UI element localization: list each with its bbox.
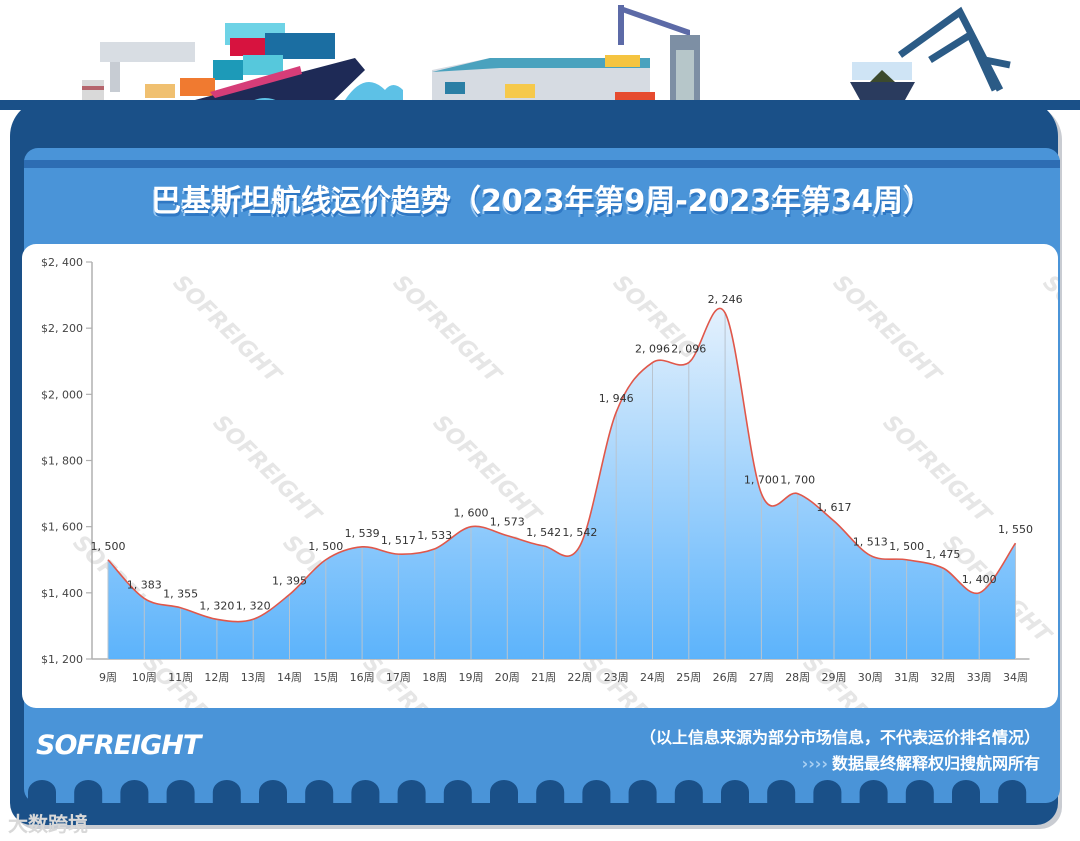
svg-text:1, 573: 1, 573	[490, 516, 525, 529]
svg-text:16周: 16周	[350, 671, 375, 684]
svg-text:20周: 20周	[495, 671, 520, 684]
svg-text:1, 539: 1, 539	[345, 527, 380, 540]
board-rail	[24, 160, 1060, 168]
svg-text:25周: 25周	[676, 671, 701, 684]
svg-text:1, 700: 1, 700	[780, 474, 815, 487]
svg-text:14周: 14周	[277, 671, 302, 684]
disclaimer-text: （以上信息来源为部分市场信息，不代表运价排名情况）	[639, 728, 1040, 747]
svg-text:1, 400: 1, 400	[962, 573, 997, 586]
svg-text:29周: 29周	[822, 671, 847, 684]
chevrons-icon: ››››	[801, 754, 828, 773]
warehouse-icon	[432, 58, 655, 102]
svg-text:$2, 200: $2, 200	[41, 322, 83, 335]
svg-text:SOFREIGHT: SOFREIGHT	[828, 271, 947, 390]
svg-text:18周: 18周	[422, 671, 447, 684]
svg-text:SOFREIGHT: SOFREIGHT	[878, 411, 997, 530]
x-axis-labels: 9周 10周 11周 12周 13周 14周 15周 16周 17周 18周 19周 20周 21周 22…	[99, 671, 1028, 684]
svg-text:$1, 800: $1, 800	[41, 455, 83, 468]
svg-text:15周: 15周	[313, 671, 338, 684]
svg-text:1, 600: 1, 600	[454, 507, 489, 520]
svg-text:27周: 27周	[749, 671, 774, 684]
sofreight-logo: SOFREIGHT	[36, 730, 201, 761]
svg-text:1, 395: 1, 395	[272, 574, 307, 587]
svg-text:1, 355: 1, 355	[163, 588, 198, 601]
svg-text:SOFREIGHT: SOFREIGHT	[1038, 271, 1058, 390]
svg-text:23周: 23周	[604, 671, 629, 684]
svg-text:1, 542: 1, 542	[526, 526, 561, 539]
svg-text:28周: 28周	[785, 671, 810, 684]
svg-text:$2, 400: $2, 400	[41, 256, 83, 269]
svg-text:17周: 17周	[386, 671, 411, 684]
svg-text:$1, 200: $1, 200	[41, 653, 83, 666]
svg-text:2, 246: 2, 246	[708, 293, 743, 306]
svg-text:1, 500: 1, 500	[889, 540, 924, 553]
port-illustration	[0, 5, 1080, 110]
svg-text:SOFREIGHT: SOFREIGHT	[168, 271, 287, 390]
svg-text:1, 475: 1, 475	[925, 548, 960, 561]
rate-line	[107, 307, 1017, 623]
drop-lines	[107, 312, 1016, 659]
svg-text:1, 550: 1, 550	[998, 523, 1033, 536]
svg-text:2, 096: 2, 096	[635, 343, 670, 356]
svg-text:SOFREIGHT: SOFREIGHT	[208, 411, 327, 530]
svg-text:12周: 12周	[204, 671, 229, 684]
svg-text:1, 700: 1, 700	[744, 474, 779, 487]
svg-text:1, 946: 1, 946	[599, 392, 634, 405]
svg-text:13周: 13周	[241, 671, 266, 684]
svg-text:SOFREIGHT: SOFREIGHT	[388, 271, 507, 390]
area-fill	[108, 308, 1016, 659]
svg-text:32周: 32周	[930, 671, 955, 684]
svg-text:9周: 9周	[99, 671, 117, 684]
svg-text:34周: 34周	[1003, 671, 1028, 684]
svg-text:1, 517: 1, 517	[381, 534, 416, 547]
svg-text:1, 383: 1, 383	[127, 578, 162, 591]
y-axis-labels: $1, 200 $1, 400 $1, 600 $1, 800 $2, 000 $2, 2…	[41, 256, 83, 666]
svg-text:21周: 21周	[531, 671, 556, 684]
svg-text:24周: 24周	[640, 671, 665, 684]
svg-text:1, 542: 1, 542	[562, 526, 597, 539]
ticket-teeth-decoration	[28, 780, 1027, 806]
svg-text:1, 533: 1, 533	[417, 529, 452, 542]
svg-text:$2, 000: $2, 000	[41, 388, 83, 401]
svg-text:1, 500: 1, 500	[91, 540, 126, 553]
svg-text:33周: 33周	[967, 671, 992, 684]
copyright-label: 数据最终解释权归搜航网所有	[831, 754, 1040, 773]
copyright-text: ›››› 数据最终解释权归搜航网所有	[802, 750, 1040, 774]
svg-text:1, 320: 1, 320	[236, 599, 271, 612]
svg-text:30周: 30周	[858, 671, 883, 684]
cargo-ship-icon	[82, 23, 365, 104]
svg-text:$1, 400: $1, 400	[41, 587, 83, 600]
svg-text:1, 513: 1, 513	[853, 535, 888, 548]
svg-text:1, 500: 1, 500	[308, 540, 343, 553]
freight-rate-area-chart: SOFREIGHT SOFREIGHT SOFREIGHT SOFREIGHT SOFR…	[41, 256, 1058, 708]
svg-text:10周: 10周	[132, 671, 157, 684]
crane-icon	[605, 5, 700, 105]
dockside-crane-icon	[897, 6, 1011, 92]
svg-text:2, 096: 2, 096	[671, 343, 706, 356]
dashuju-watermark: 大数跨境	[8, 812, 88, 836]
svg-text:19周: 19周	[459, 671, 484, 684]
svg-text:31周: 31周	[894, 671, 919, 684]
svg-text:1, 617: 1, 617	[817, 501, 852, 514]
cruise-ship-icon	[850, 62, 915, 100]
svg-text:1, 320: 1, 320	[199, 599, 234, 612]
page-title: 巴基斯坦航线运价趋势（2023年第9周-2023年第34周）	[150, 184, 934, 219]
svg-text:11周: 11周	[168, 671, 193, 684]
svg-text:22周: 22周	[567, 671, 592, 684]
svg-text:26周: 26周	[713, 671, 738, 684]
svg-text:$1, 600: $1, 600	[41, 521, 83, 534]
